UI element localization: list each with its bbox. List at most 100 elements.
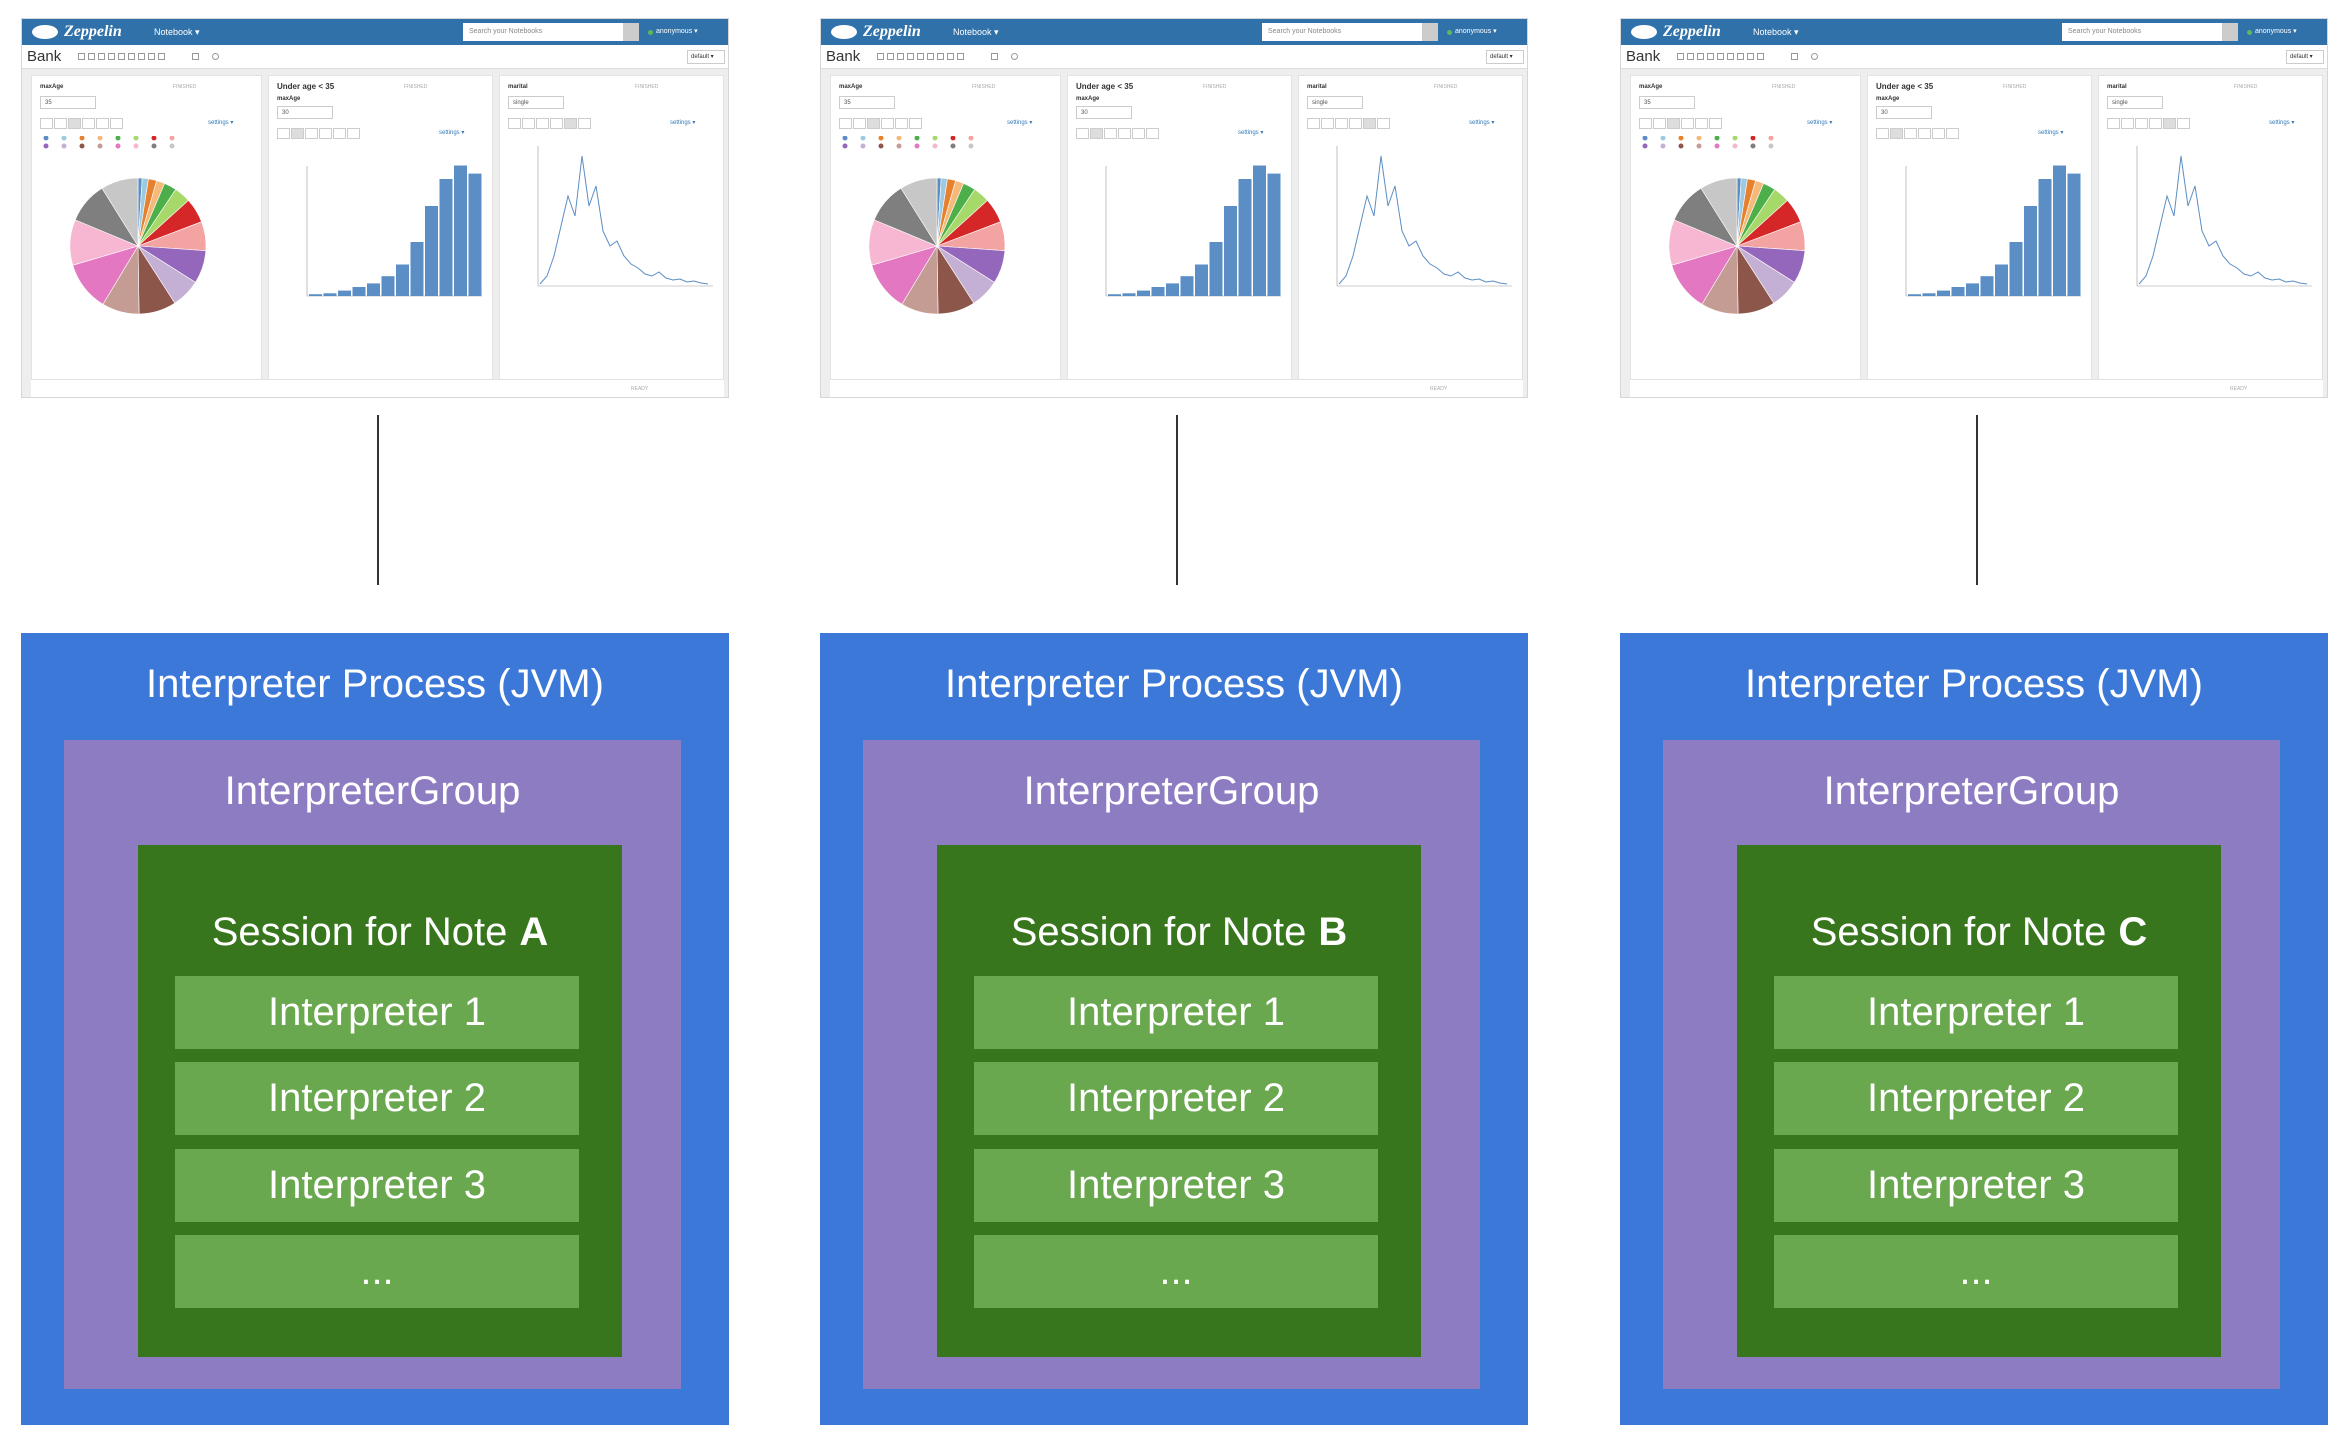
legend-dot (79, 136, 85, 141)
toolbar-icon (1811, 53, 1818, 60)
toolbar-icon (1717, 53, 1724, 60)
toolbar-icon (1727, 53, 1734, 60)
navbar: Zeppelin Notebook ▾ Search your Notebooks a… (1621, 19, 2327, 45)
legend-dot (43, 143, 49, 149)
paragraph-title: Under age < 35 (1076, 82, 1134, 91)
interpreter: Interpreter 1 (1774, 976, 2178, 1049)
chart-button (2149, 118, 2162, 129)
toolbar-icon (1677, 53, 1684, 60)
chart-thumbnail (537, 146, 713, 287)
search-button (2222, 23, 2238, 41)
legend-dot (115, 136, 121, 141)
chart-thumbnail (2136, 146, 2312, 287)
interpreter-group: InterpreterGroup Session for Note C Interpr… (1663, 740, 2280, 1389)
chart-button (1377, 118, 1390, 129)
chart-button (1681, 118, 1694, 129)
paragraph-status: FINISHED (2234, 84, 2258, 90)
toolbar-icon (212, 53, 219, 60)
paragraph-status: FINISHED (1203, 84, 1227, 90)
legend-dot (950, 143, 956, 149)
chart-button (110, 118, 123, 129)
session: Session for Note A Interpreter 1 Interprete… (138, 845, 622, 1357)
note-header: Bank default ▾ (22, 45, 728, 69)
input-label: maxAge (277, 96, 301, 102)
session-title: Session for Note C (1737, 900, 2221, 964)
chart-button (1118, 128, 1131, 139)
chart-button (1709, 118, 1722, 129)
interpreter: Interpreter 2 (1774, 1062, 2178, 1135)
paragraph-status: FINISHED (1772, 84, 1796, 90)
toolbar-icon (78, 53, 85, 60)
paragraph-footer: READY (830, 379, 1523, 397)
legend-dot (1696, 143, 1702, 149)
legend-dot (1750, 136, 1756, 141)
chart-button (536, 118, 549, 129)
histogram-bar (352, 287, 366, 296)
search-button (1422, 23, 1438, 41)
chart-button (1946, 128, 1959, 139)
note-title: Bank (1626, 48, 1661, 65)
chart-button (305, 128, 318, 139)
note-title: Bank (826, 48, 861, 65)
chart-button (1132, 128, 1145, 139)
session-label: Session for Note (211, 909, 508, 954)
interpreter: Interpreter 1 (974, 976, 1378, 1049)
toolbar-icon (917, 53, 924, 60)
logo (32, 25, 58, 39)
histogram-bar (1937, 290, 1950, 296)
interpreter: Interpreter 1 (175, 976, 579, 1049)
chart-button (1932, 128, 1945, 139)
chart-button (1335, 118, 1348, 129)
histogram-bar (1966, 283, 1979, 296)
column: Zeppelin Notebook ▾ Search your Notebooks a… (21, 0, 729, 1438)
brand: Zeppelin (863, 23, 921, 40)
chart-thumbnail (1905, 165, 2081, 297)
toolbar-icon (98, 53, 105, 60)
chart-thumbnail (842, 136, 1006, 315)
chart-button (319, 128, 332, 139)
chart-button (1653, 118, 1666, 129)
legend-dot (1714, 136, 1720, 141)
legend-dot (133, 136, 139, 141)
logo (831, 25, 857, 39)
chart-button (68, 118, 81, 129)
interpreter-process: Interpreter Process (JVM) InterpreterGrou… (820, 633, 1528, 1425)
search-button (623, 23, 639, 41)
paragraph-status: FINISHED (972, 84, 996, 90)
paragraph: Under age < 35 FINISHED maxAge 30 settings ▾ (268, 75, 493, 383)
histogram-bar (309, 294, 322, 296)
chart-button (1639, 118, 1652, 129)
brand: Zeppelin (64, 23, 122, 40)
legend-dot (842, 136, 848, 141)
toolbar-icon (128, 53, 135, 60)
status-dot (1447, 30, 1452, 35)
interpreter-group: InterpreterGroup Session for Note A Interpr… (64, 740, 681, 1389)
connector-line (377, 415, 379, 585)
input-box: 30 (277, 106, 333, 119)
histogram-bar (1922, 293, 1936, 296)
histogram-bar (1908, 294, 1921, 296)
histogram-bar (1151, 287, 1165, 296)
chart-button (1076, 128, 1089, 139)
chart-button (867, 118, 880, 129)
chart-button (2107, 118, 2120, 129)
legend-dot (1660, 143, 1666, 149)
chart-button (1667, 118, 1680, 129)
chart-button (1695, 118, 1708, 129)
histogram-bar (1980, 276, 1994, 296)
toolbar-icon (1757, 53, 1764, 60)
group-title: InterpreterGroup (1023, 768, 1320, 813)
legend-dot (1642, 143, 1648, 149)
legend-dot (43, 136, 49, 141)
pie-slice (1700, 177, 1738, 248)
toolbar-icon (138, 53, 145, 60)
chart-button (1890, 128, 1903, 139)
note-header: Bank default ▾ (821, 45, 1527, 69)
settings-link: settings ▾ (2038, 130, 2064, 136)
chart-button (1904, 128, 1917, 139)
interpreter: ... (1774, 1235, 2178, 1308)
chart-button (333, 128, 346, 139)
legend-dot (61, 143, 67, 149)
toolbar-icon (1011, 53, 1018, 60)
